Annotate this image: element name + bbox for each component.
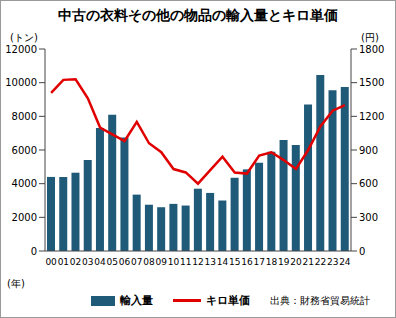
svg-text:10: 10 [168,257,180,267]
svg-text:0: 0 [359,246,365,257]
svg-text:11: 11 [180,257,191,267]
svg-text:03: 03 [82,257,93,267]
svg-text:1200: 1200 [359,111,384,122]
svg-text:23: 23 [327,257,338,267]
svg-text:07: 07 [131,257,142,267]
svg-text:19: 19 [278,257,290,267]
svg-text:8000: 8000 [12,111,37,122]
svg-text:4000: 4000 [12,178,37,189]
svg-text:14: 14 [217,257,229,267]
svg-text:02: 02 [70,257,81,267]
svg-text:1500: 1500 [359,77,384,88]
svg-text:13: 13 [205,257,216,267]
svg-text:12: 12 [192,257,203,267]
svg-text:24: 24 [339,257,351,267]
svg-text:1800: 1800 [359,44,384,55]
svg-text:15: 15 [229,257,240,267]
svg-text:22: 22 [315,257,326,267]
svg-text:08: 08 [143,257,155,267]
svg-text:300: 300 [359,212,378,223]
svg-text:20: 20 [290,257,302,267]
html-text:中古の衣料その他の物品の輸入量とキロ単価: 中古の衣料その他の物品の輸入量とキロ単価 [58,7,338,23]
html-text:輸入量: 輸入量 [120,294,153,307]
svg-text:21: 21 [302,257,313,267]
svg-text:(円): (円) [361,32,379,43]
svg-text:01: 01 [58,257,69,267]
svg-text:04: 04 [94,257,106,267]
svg-text:0: 0 [31,246,37,257]
html-text:出典：財務省貿易統計: 出典：財務省貿易統計 [270,294,370,306]
html-text:(年): (年) [7,278,25,289]
svg-text:00: 00 [45,257,57,267]
svg-text:05: 05 [107,257,118,267]
svg-text:06: 06 [119,257,131,267]
svg-text:600: 600 [359,178,378,189]
svg-text:(トン): (トン) [10,32,38,43]
svg-text:6000: 6000 [12,145,37,156]
html-text:キロ単価: キロ単価 [206,294,250,307]
svg-text:09: 09 [156,257,168,267]
svg-text:900: 900 [359,145,378,156]
svg-text:2000: 2000 [12,212,37,223]
svg-text:12000: 12000 [8,44,37,55]
svg-text:16: 16 [241,257,253,267]
svg-text:17: 17 [253,257,264,267]
svg-text:10000: 10000 [8,77,37,88]
svg-text:18: 18 [266,257,278,267]
